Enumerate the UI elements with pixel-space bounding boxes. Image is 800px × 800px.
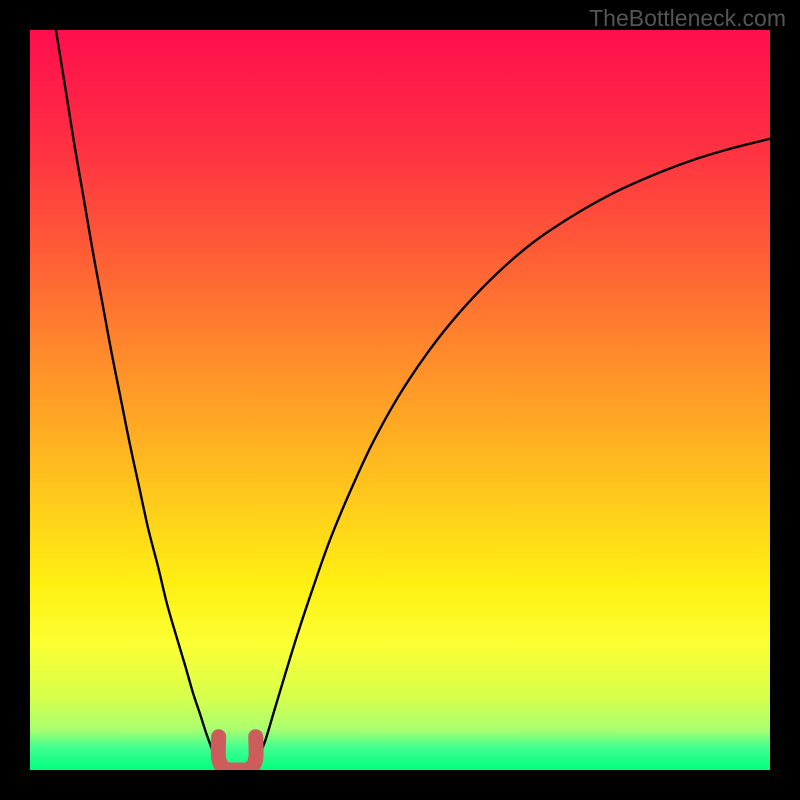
plot-area <box>30 30 770 770</box>
chart-stage: TheBottleneck.com <box>0 0 800 800</box>
plot-svg <box>30 30 770 770</box>
watermark-label: TheBottleneck.com <box>589 5 786 32</box>
gradient-background <box>30 30 770 770</box>
